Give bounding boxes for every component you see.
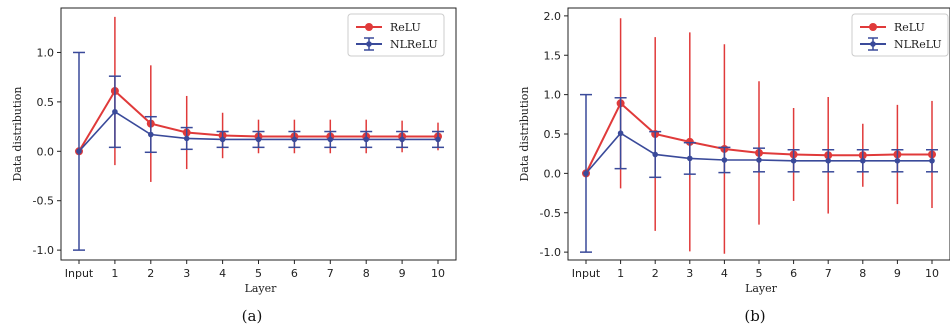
data-point xyxy=(327,136,334,143)
x-tick-label: 6 xyxy=(291,267,298,280)
x-tick-label: 8 xyxy=(363,267,370,280)
x-tick-label: 7 xyxy=(825,267,832,280)
chart-panel-b: -1.0 -0.5 0.0 0.5 1.0 1.5 2.0 Input 1 2 3 4 5 6 7 8 9 10 L… xyxy=(518,7,950,325)
data-point xyxy=(112,108,118,115)
x-tick-label: 1 xyxy=(111,267,118,280)
series-nlrelu xyxy=(73,51,444,251)
x-tick-label: 4 xyxy=(219,267,226,280)
legend-label: NLReLU xyxy=(390,38,438,51)
data-point xyxy=(825,157,831,164)
data-point xyxy=(583,170,589,177)
data-point xyxy=(148,131,154,138)
x-tick-label: 10 xyxy=(925,267,939,280)
y-tick-label: 0.5 xyxy=(544,128,562,141)
legend: ReLU NLReLU xyxy=(347,13,445,57)
y-tick-label: 1.0 xyxy=(37,46,55,59)
x-axis-label: Layer xyxy=(745,282,778,295)
figure-caption: (b) xyxy=(744,307,765,325)
legend-marker xyxy=(365,23,373,31)
data-point xyxy=(860,157,866,164)
data-point xyxy=(652,151,658,158)
data-point xyxy=(291,136,298,143)
x-tick-label: 9 xyxy=(399,267,406,280)
legend: ReLU NLReLU xyxy=(851,13,949,57)
x-tick-label: 5 xyxy=(756,267,763,280)
legend-label: NLReLU xyxy=(894,38,942,51)
data-point xyxy=(790,157,797,164)
y-axis-label: Data distribution xyxy=(518,86,531,181)
y-tick-label: 0.5 xyxy=(37,96,55,109)
data-point xyxy=(685,137,694,146)
data-point xyxy=(435,136,441,143)
data-point xyxy=(399,136,405,143)
data-point xyxy=(617,130,624,137)
data-point xyxy=(363,136,370,143)
x-tick-label: 6 xyxy=(790,267,797,280)
data-point xyxy=(255,136,262,143)
chart-panel-a: -1.0 -0.5 0.0 0.5 1.0 Input 1 2 3 4 5 6 7 8 9 10 Layer Da… xyxy=(11,7,457,325)
data-point xyxy=(756,157,762,163)
x-tick-label: Input xyxy=(65,267,94,280)
data-point xyxy=(721,157,728,163)
x-tick-label: 4 xyxy=(721,267,728,280)
x-tick-label: 2 xyxy=(652,267,659,280)
x-tick-label: 10 xyxy=(431,267,445,280)
y-tick-label: -1.0 xyxy=(540,246,561,259)
data-point xyxy=(894,157,901,164)
y-tick-label: -0.5 xyxy=(33,195,54,208)
y-tick-label: 1.5 xyxy=(544,49,562,62)
data-point xyxy=(76,148,82,155)
x-axis-label: Layer xyxy=(245,282,278,295)
x-tick-label: 3 xyxy=(183,267,190,280)
legend-marker xyxy=(869,23,877,31)
x-tick-label: 5 xyxy=(255,267,262,280)
y-tick-label: 0.0 xyxy=(37,145,55,158)
x-tick-label: 9 xyxy=(894,267,901,280)
x-tick-label: 7 xyxy=(327,267,334,280)
legend-marker xyxy=(870,41,876,47)
x-tick-label: 3 xyxy=(686,267,693,280)
legend-label: ReLU xyxy=(894,21,925,34)
x-tick-label: Input xyxy=(572,267,601,280)
data-point xyxy=(929,157,935,164)
figure-caption: (a) xyxy=(242,307,263,325)
y-tick-label: -0.5 xyxy=(540,207,561,220)
legend-marker xyxy=(366,41,372,47)
y-tick-label: -1.0 xyxy=(33,244,54,257)
y-tick-label: 0.0 xyxy=(544,167,562,180)
data-point xyxy=(183,135,190,142)
x-tick-label: 1 xyxy=(617,267,624,280)
x-tick-label: 2 xyxy=(147,267,154,280)
legend-label: ReLU xyxy=(390,21,421,34)
y-tick-label: 2.0 xyxy=(544,10,562,23)
x-tick-label: 8 xyxy=(859,267,866,280)
y-axis-label: Data distribution xyxy=(11,86,24,181)
y-tick-label: 1.0 xyxy=(544,89,562,102)
data-point xyxy=(687,155,693,162)
data-point xyxy=(219,136,226,143)
series-nlrelu xyxy=(580,93,938,253)
